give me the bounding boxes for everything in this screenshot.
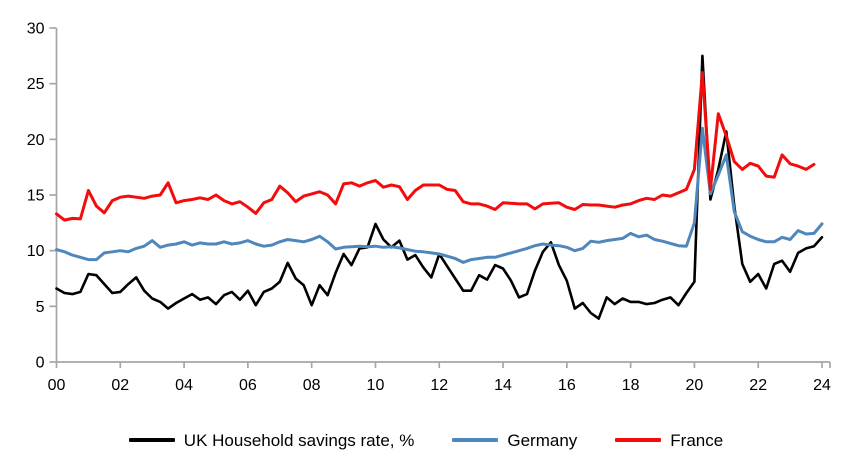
y-axis: 0 5 10 15 20 25 30 <box>27 21 58 372</box>
x-tick-label: 24 <box>813 377 831 394</box>
x-tick-label: 00 <box>48 377 66 394</box>
x-tick-label: 04 <box>175 377 193 394</box>
x-axis: 00 02 04 06 08 10 12 14 16 18 20 22 24 <box>48 361 831 394</box>
legend-item-france: France <box>615 432 723 449</box>
legend-item-germany: Germany <box>452 432 577 449</box>
y-tick-label: 25 <box>27 76 45 93</box>
series-france-line <box>55 71 816 222</box>
chart-svg: 0 5 10 15 20 25 30 00 02 04 06 08 10 12 14 16 18 20 22 24 <box>27 21 831 395</box>
legend-item-uk: UK Household savings rate, % <box>128 430 415 450</box>
x-tick-label: 22 <box>749 377 767 394</box>
france-line-swatch-icon <box>615 438 662 442</box>
x-tick-label: 18 <box>622 377 640 394</box>
chart-legend: UK Household savings rate, % Germany Fra… <box>0 426 852 454</box>
plot-series <box>55 54 824 320</box>
x-tick-label: 08 <box>303 377 321 394</box>
y-tick-label: 20 <box>27 132 45 149</box>
x-tick-label: 12 <box>430 377 448 394</box>
legend-label-uk: UK Household savings rate, % <box>183 430 415 450</box>
y-tick-label: 10 <box>27 243 45 260</box>
legend-label-france: France <box>670 430 724 450</box>
y-tick-label: 5 <box>36 299 45 316</box>
series-germany-line <box>55 126 824 264</box>
legend-label-germany: Germany <box>507 430 578 450</box>
y-tick-label: 0 <box>36 355 45 372</box>
x-tick-label: 16 <box>558 377 576 394</box>
y-tick-label: 30 <box>27 21 45 38</box>
x-tick-label: 06 <box>239 377 257 394</box>
y-tick-label: 15 <box>27 188 45 205</box>
x-tick-label: 20 <box>686 377 704 394</box>
germany-line-swatch-icon <box>452 438 499 442</box>
x-tick-label: 10 <box>367 377 385 394</box>
uk-line-swatch-icon <box>128 438 175 442</box>
x-tick-label: 02 <box>111 377 129 394</box>
x-tick-label: 14 <box>494 377 512 394</box>
